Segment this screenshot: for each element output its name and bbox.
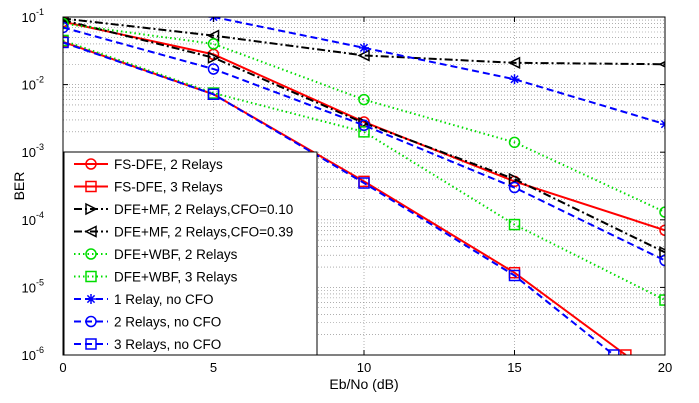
series-line xyxy=(63,40,627,355)
y-tick-exponent: -3 xyxy=(36,142,44,152)
y-tick-exponent: -2 xyxy=(36,75,44,85)
y-tick-label: 10 xyxy=(22,213,36,228)
y-tick-exponent: -6 xyxy=(36,345,44,355)
series-8 xyxy=(63,21,665,267)
data-point xyxy=(358,177,370,189)
legend-label: 1 Relay, no CFO xyxy=(114,292,214,307)
data-point xyxy=(608,349,620,355)
y-tick-exponent: -1 xyxy=(36,7,44,17)
data-point xyxy=(358,126,370,138)
x-tick-label: 5 xyxy=(210,360,217,375)
legend-item: FS-DFE, 2 Relays xyxy=(74,157,223,172)
data-point xyxy=(508,181,521,194)
x-tick-label: 20 xyxy=(658,360,672,375)
y-tick-label: 10 xyxy=(22,145,36,160)
y-tick-label: 10 xyxy=(22,78,36,93)
legend-item: 2 Relays, no CFO xyxy=(74,315,221,330)
data-point xyxy=(207,88,220,100)
legend-label: 2 Relays, no CFO xyxy=(114,315,221,330)
legend-label: FS-DFE, 3 Relays xyxy=(114,180,223,195)
data-point xyxy=(357,49,370,62)
data-point xyxy=(63,17,69,30)
legend-item: FS-DFE, 3 Relays xyxy=(74,180,223,195)
series-7 xyxy=(208,17,665,130)
legend: FS-DFE, 2 Relays FS-DFE, 3 Relays DFE+MF, … xyxy=(63,151,318,356)
data-point xyxy=(507,56,521,70)
data-point xyxy=(207,51,221,64)
legend-marker xyxy=(85,338,97,350)
legend-marker xyxy=(85,315,97,328)
legend-marker xyxy=(85,270,97,283)
x-axis-label: Eb/No (dB) xyxy=(329,376,398,392)
series-line xyxy=(63,17,665,66)
legend-label: DFE+MF, 2 Relays,CFO=0.10 xyxy=(114,202,293,217)
series-line xyxy=(63,19,665,254)
y-axis-label: BER xyxy=(11,172,27,201)
legend-marker xyxy=(85,180,97,193)
series-line xyxy=(63,41,615,355)
legend-marker xyxy=(85,248,97,260)
legend-item: DFE+MF, 2 Relays,CFO=0.10 xyxy=(74,202,293,217)
series-line xyxy=(63,26,665,262)
data-point xyxy=(508,172,522,186)
legend-item: DFE+WBF, 3 Relays xyxy=(74,270,238,285)
legend-item: DFE+MF, 2 Relays,CFO=0.39 xyxy=(74,225,293,240)
data-point xyxy=(358,93,370,106)
series-layer xyxy=(63,17,665,355)
x-tick-label: 15 xyxy=(507,360,521,375)
data-point xyxy=(508,218,521,231)
legend-marker xyxy=(84,225,97,238)
data-point xyxy=(207,63,220,75)
series-4 xyxy=(63,17,665,70)
data-point xyxy=(509,74,520,85)
legend-label: DFE+WBF, 3 Relays xyxy=(114,270,238,285)
data-point xyxy=(659,224,665,237)
data-point xyxy=(63,21,69,34)
data-point xyxy=(207,38,220,50)
legend-item: DFE+WBF, 2 Relays xyxy=(74,247,238,262)
legend-marker xyxy=(85,158,97,170)
data-point xyxy=(659,246,665,259)
data-point xyxy=(659,206,665,218)
legend-marker xyxy=(86,294,96,304)
y-tick-label: 10 xyxy=(22,280,36,295)
data-point xyxy=(63,17,69,25)
data-point xyxy=(659,254,665,267)
legend-label: 3 Relays, no CFO xyxy=(114,337,221,352)
series-5 xyxy=(63,17,665,218)
y-tick-exponent: -4 xyxy=(36,210,44,220)
x-tick-label: 10 xyxy=(357,360,371,375)
legend-item: 3 Relays, no CFO xyxy=(74,337,221,352)
legend-item: 1 Relay, no CFO xyxy=(74,292,214,307)
series-line xyxy=(63,20,665,232)
series-9 xyxy=(63,36,620,355)
legend-marker xyxy=(85,202,98,216)
y-tick-label: 10 xyxy=(22,348,36,363)
y-tick-exponent: -5 xyxy=(36,277,44,287)
legend-label: DFE+WBF, 2 Relays xyxy=(114,247,238,262)
data-point xyxy=(206,29,220,42)
data-point xyxy=(659,294,665,306)
series-line xyxy=(213,17,665,126)
legend-label: DFE+MF, 2 Relays,CFO=0.39 xyxy=(114,225,293,240)
data-point xyxy=(508,136,521,149)
data-point xyxy=(359,42,369,53)
y-tick-label: 10 xyxy=(22,10,36,25)
data-point xyxy=(63,36,69,49)
data-point xyxy=(358,119,370,132)
data-point xyxy=(508,269,521,282)
legend-label: FS-DFE, 2 Relays xyxy=(114,157,223,172)
x-tick-label: 0 xyxy=(59,360,66,375)
data-point xyxy=(620,349,632,355)
